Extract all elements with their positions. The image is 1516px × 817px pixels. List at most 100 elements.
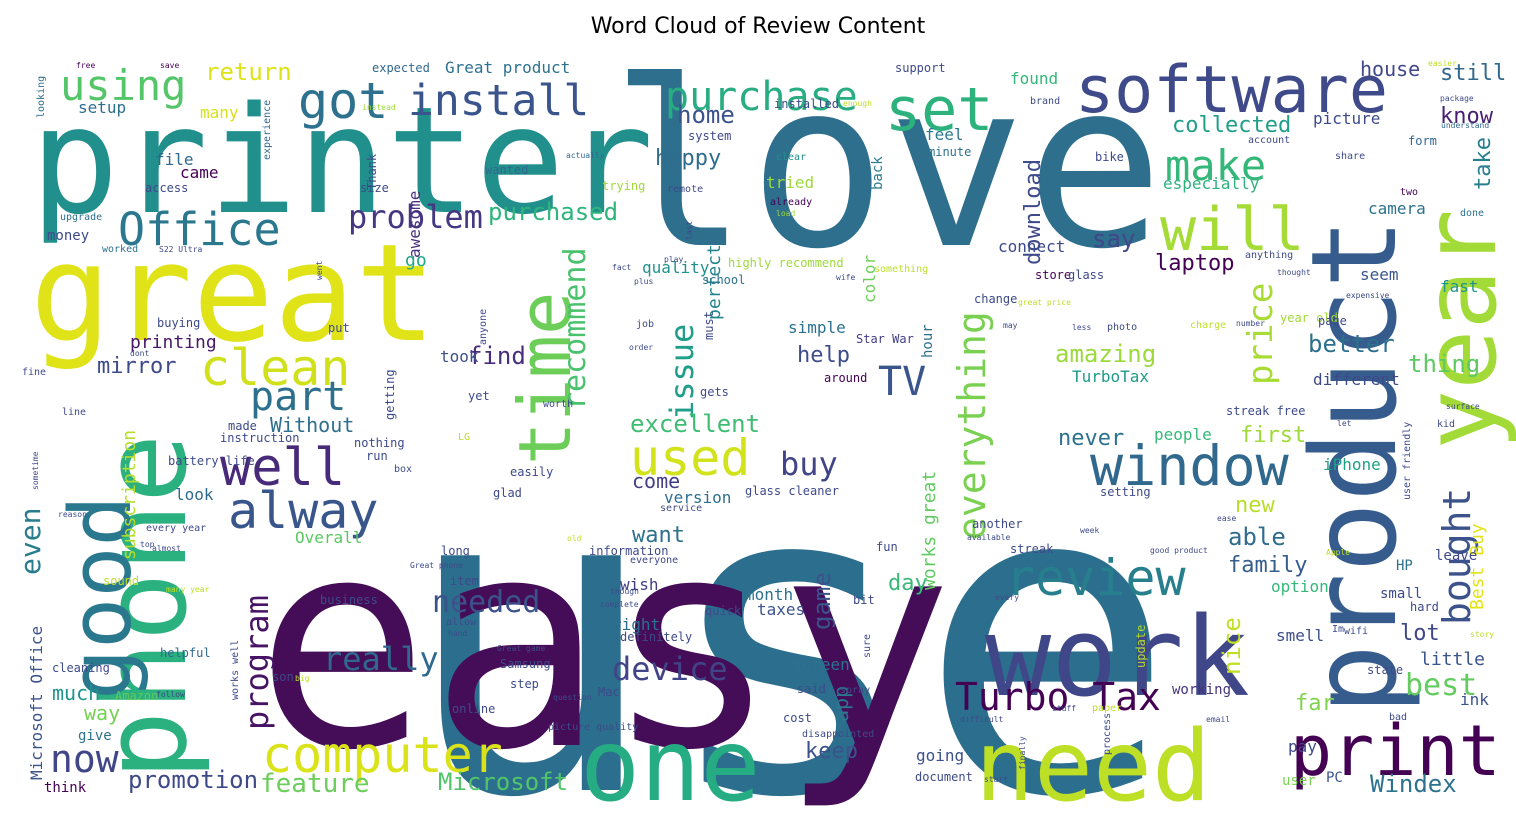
word: product [1285,218,1423,715]
word: Im [1332,624,1344,635]
word: computer [262,726,503,784]
word: works well [230,640,241,700]
word: share [1335,151,1365,162]
word: purchase [665,74,858,120]
word: different [1313,370,1400,389]
word: want [632,523,685,548]
word: Office [118,203,281,256]
word: return [205,58,292,86]
word: look [175,485,214,504]
word: came [180,163,219,182]
word: story [1470,630,1494,639]
word: S22 Ultra [159,245,203,254]
word: keep [805,739,858,764]
word: line [62,407,86,418]
word: many year [166,585,210,594]
word: around [824,371,867,385]
word: fun [876,540,898,554]
chart-title: Word Cloud of Review Content [590,14,926,39]
word: paper [1092,703,1122,714]
word: promotion [128,766,258,794]
word: download [1021,159,1046,265]
word: Without [270,413,354,437]
word: picture quality [548,722,638,733]
word: sometime [31,451,40,490]
word: hour [920,324,936,358]
word: price [1241,283,1281,385]
word: email [1206,715,1230,724]
word: able [1228,523,1286,551]
word: LG [458,432,470,443]
word: business [320,593,378,607]
word: something [874,264,928,275]
word: dont [130,349,149,358]
word: almost [152,544,181,553]
word: finally [1018,736,1027,770]
word: really [323,640,439,678]
word: helpful [160,646,211,660]
word: system [688,129,731,143]
word: save [160,61,179,70]
word: wife [836,273,855,282]
word: glass [1068,268,1104,282]
word: thought [1277,268,1311,277]
word: bought [1435,488,1479,625]
word: must [702,311,716,340]
word: change [974,292,1017,306]
word: day [888,571,928,596]
word: print [1290,710,1501,792]
word: Apple [1326,548,1350,557]
word: Overall [295,528,362,547]
word: easier [1428,59,1457,68]
word: clean [200,339,351,397]
word: package [1440,94,1474,103]
word: never [1058,426,1124,451]
word: streak free [1226,404,1305,418]
word: especially [1163,174,1260,193]
word: glass cleaner [745,484,839,498]
word: document [915,770,973,784]
word: last [685,221,694,240]
word: easy [255,477,953,814]
word: recommend [558,247,593,410]
word: gets [700,385,729,399]
word: little [1420,649,1485,670]
word: house [1360,57,1420,81]
word: subscription [119,430,140,560]
word: state [1367,663,1403,677]
word: minute [928,145,971,159]
word: great [30,215,436,372]
word: spray [840,685,870,696]
word: took [440,347,479,366]
word: size [360,181,389,195]
word: purchased [488,198,618,226]
word: happy [655,146,721,171]
word: glad [493,486,522,500]
word: needed [432,585,540,620]
word: already [770,197,812,208]
word: worth [543,399,573,410]
word: working [1172,682,1231,698]
word: used [630,429,750,487]
word: Mac [598,685,620,699]
word: setting [1100,485,1151,499]
word: anyone [478,309,489,345]
word: wifi [1344,626,1368,637]
word: say [1092,225,1135,253]
word: even [14,508,47,575]
word: issue [663,324,701,420]
word: TurboTax [1072,367,1149,386]
word: new [1235,493,1275,518]
word: store [1035,268,1071,282]
word: seem [1360,265,1399,284]
word: review [1005,549,1187,607]
word: process [1102,713,1113,755]
word: cost [783,711,812,725]
word: expected [372,61,430,75]
word: looking [36,76,47,118]
word: simple [788,318,846,337]
word: disappointed [802,729,874,740]
word: job [636,319,654,330]
word: love [610,33,1164,300]
word: app [829,686,853,722]
